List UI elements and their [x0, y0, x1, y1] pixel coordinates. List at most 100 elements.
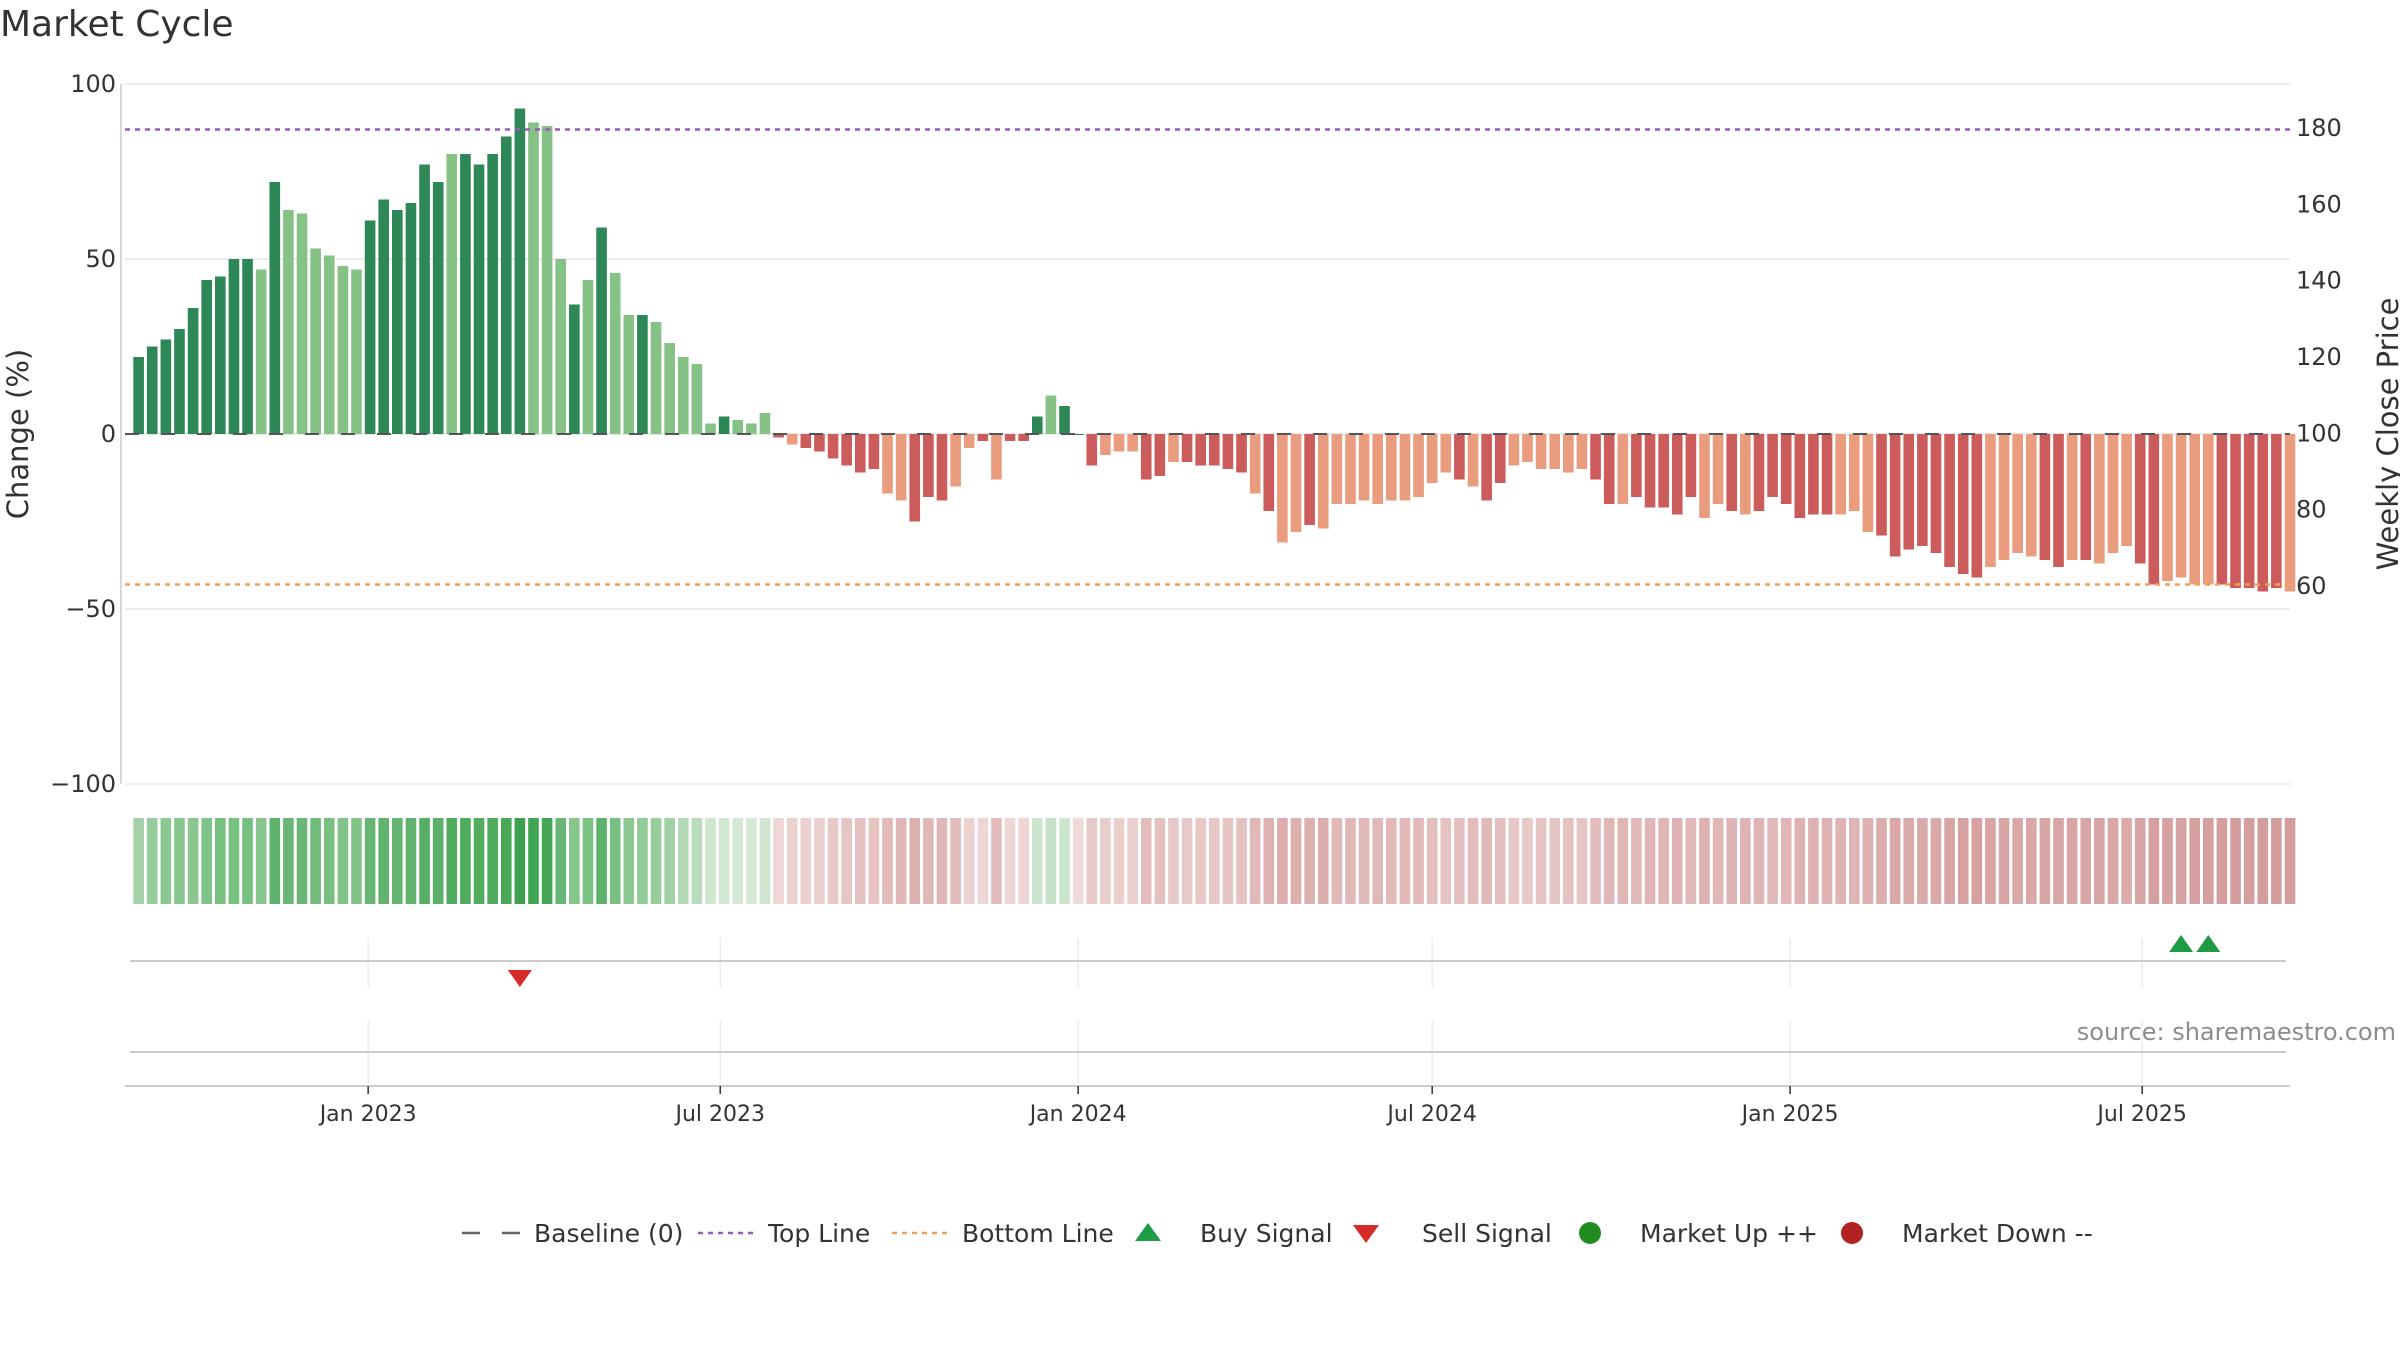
bar	[923, 434, 934, 497]
bar	[746, 423, 757, 434]
y-tick-label: 0	[101, 420, 116, 448]
bar	[1835, 434, 1846, 515]
bar	[405, 203, 417, 434]
bar	[773, 434, 784, 438]
bar	[759, 413, 771, 434]
bar	[1331, 434, 1343, 504]
source-text: source: sharemaestro.com	[2077, 1018, 2396, 1046]
bar	[351, 269, 362, 434]
strip-cell	[1644, 818, 1656, 904]
strip-cell	[487, 818, 498, 904]
bar	[1072, 434, 1084, 435]
strip-cell	[1998, 818, 2010, 904]
bar	[2066, 434, 2078, 560]
strip-cell	[500, 818, 512, 904]
bar	[541, 126, 553, 434]
bar	[283, 210, 294, 434]
strip-cell	[2230, 818, 2241, 904]
bar	[201, 280, 213, 434]
bar	[1304, 434, 1315, 525]
bar	[2162, 434, 2173, 581]
bar	[718, 416, 730, 434]
legend-item-bottom: Bottom Line	[892, 1219, 1114, 1248]
bar	[378, 199, 390, 434]
bar	[255, 269, 267, 434]
bar	[1426, 434, 1438, 483]
strip-cell	[1917, 818, 1928, 904]
bar	[1740, 434, 1751, 515]
bar	[1848, 434, 1860, 511]
bar	[1998, 434, 2010, 560]
strip-cell	[1236, 818, 1247, 904]
strip-cell	[2284, 818, 2296, 904]
bar	[650, 322, 662, 434]
bar	[1631, 434, 1642, 497]
strip-cell	[1154, 818, 1166, 904]
bar	[1712, 434, 1724, 504]
bar	[1549, 434, 1561, 469]
strip-cell	[609, 818, 621, 904]
bar	[2107, 434, 2119, 553]
strip-cell	[773, 818, 784, 904]
legend-swatch	[1353, 1225, 1379, 1243]
bar	[1086, 434, 1098, 466]
y-tick-label: 100	[70, 70, 116, 98]
strip-cell	[1603, 818, 1615, 904]
strip-cell	[827, 818, 839, 904]
strip-cell	[2162, 818, 2173, 904]
bar	[1917, 434, 1928, 546]
legend-item-top: Top Line	[698, 1219, 870, 1248]
strip-cell	[1508, 818, 1520, 904]
bar	[228, 259, 240, 434]
bar	[1168, 434, 1179, 462]
bar	[2121, 434, 2132, 546]
strip-cell	[800, 818, 812, 904]
bar	[146, 346, 158, 434]
strip-cell	[1290, 818, 1302, 904]
bar	[691, 364, 703, 434]
strip-cell	[1345, 818, 1356, 904]
strip-cell	[1222, 818, 1234, 904]
legend-item-sell: Sell Signal	[1353, 1219, 1552, 1248]
strip-cell	[1440, 818, 1452, 904]
strip-cell	[1031, 818, 1043, 904]
bar	[392, 210, 403, 434]
strip-cell	[1971, 818, 1983, 904]
bar	[2284, 434, 2296, 592]
strip-cell	[1277, 818, 1288, 904]
strip-cell	[1712, 818, 1724, 904]
legend-swatch	[1579, 1222, 1601, 1244]
bar	[596, 227, 607, 434]
bar	[2230, 434, 2241, 588]
strip-cell	[2080, 818, 2092, 904]
strip-cell	[1358, 818, 1370, 904]
strip-cell	[405, 818, 417, 904]
bar	[1059, 406, 1070, 434]
strip-cell	[1168, 818, 1179, 904]
strip-cell	[1576, 818, 1588, 904]
strip-cell	[1726, 818, 1738, 904]
bar	[895, 434, 907, 501]
legend-swatch	[1135, 1223, 1161, 1241]
legend-label: Top Line	[767, 1219, 870, 1248]
bar	[1372, 434, 1384, 504]
strip-cell	[1631, 818, 1642, 904]
strip-cell	[460, 818, 471, 904]
strip-cell	[1317, 818, 1329, 904]
bars	[133, 108, 2296, 592]
bar	[555, 259, 567, 434]
strip-cell	[1372, 818, 1384, 904]
bar	[1440, 434, 1452, 473]
strip-cell	[1004, 818, 1016, 904]
bar	[1345, 434, 1356, 504]
bar	[1045, 395, 1057, 434]
bar	[1767, 434, 1778, 497]
bar	[1222, 434, 1234, 469]
strip-cell	[432, 818, 444, 904]
bar	[446, 154, 458, 434]
bar	[1127, 434, 1138, 452]
bar	[1399, 434, 1411, 501]
legend-label: Market Down --	[1902, 1219, 2093, 1248]
bar	[1889, 434, 1901, 557]
